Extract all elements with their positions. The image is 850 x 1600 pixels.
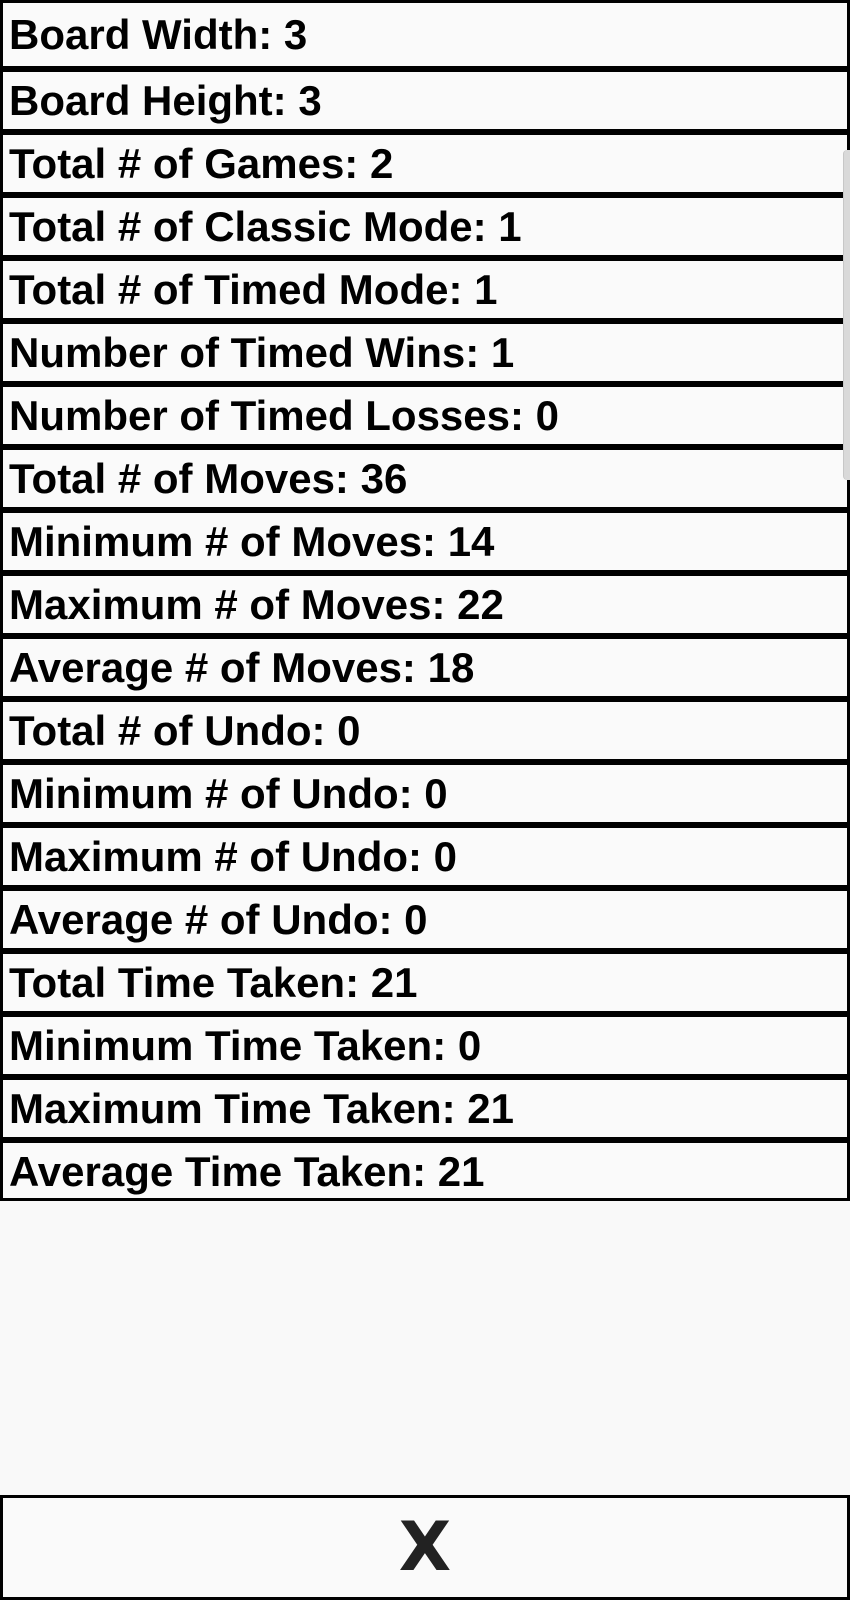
stat-board-width: Board Width: 3 xyxy=(9,10,308,58)
close-label: X xyxy=(398,1507,452,1587)
stat-maximum-moves: Maximum # of Moves: 22 xyxy=(3,570,847,633)
close-button[interactable]: X xyxy=(0,1495,850,1600)
stat-minimum-moves: Minimum # of Moves: 14 xyxy=(3,507,847,570)
stat-total-undo: Total # of Undo: 0 xyxy=(3,696,847,759)
stat-total-time-taken: Total Time Taken: 21 xyxy=(3,948,847,1011)
stat-timed-wins: Number of Timed Wins: 1 xyxy=(3,318,847,381)
stat-minimum-undo: Minimum # of Undo: 0 xyxy=(3,759,847,822)
stat-total-games: Total # of Games: 2 xyxy=(3,129,847,192)
stat-average-undo: Average # of Undo: 0 xyxy=(3,885,847,948)
stat-total-moves: Total # of Moves: 36 xyxy=(3,444,847,507)
stats-list[interactable]: Board Width: 3 Board Height: 3 Total # o… xyxy=(0,0,850,1201)
stat-total-timed-mode: Total # of Timed Mode: 1 xyxy=(3,255,847,318)
stat-average-moves: Average # of Moves: 18 xyxy=(3,633,847,696)
stat-board-height: Board Height: 3 xyxy=(3,66,847,129)
stat-minimum-time-taken: Minimum Time Taken: 0 xyxy=(3,1011,847,1074)
stat-average-time-taken: Average Time Taken: 21 xyxy=(3,1137,847,1200)
stat-maximum-time-taken: Maximum Time Taken: 21 xyxy=(3,1074,847,1137)
stat-timed-losses: Number of Timed Losses: 0 xyxy=(3,381,847,444)
stat-total-classic-mode: Total # of Classic Mode: 1 xyxy=(3,192,847,255)
scrollbar[interactable] xyxy=(843,150,850,480)
stat-maximum-undo: Maximum # of Undo: 0 xyxy=(3,822,847,885)
